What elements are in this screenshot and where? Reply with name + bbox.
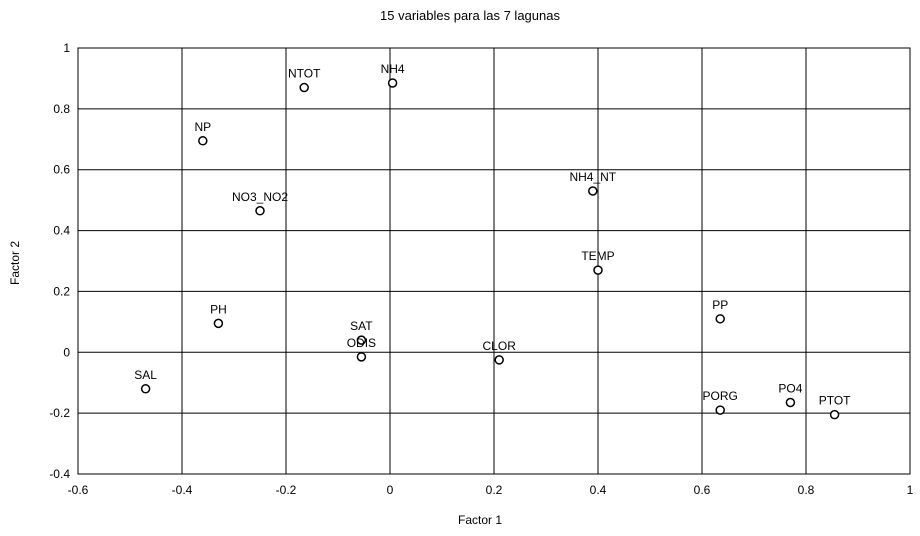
y-tick-label: -0.2 — [49, 406, 70, 420]
data-point-label: PTOT — [819, 394, 851, 408]
y-tick-label: 0.6 — [53, 163, 70, 177]
data-point-label: SAL — [134, 368, 157, 382]
y-axis-label: Factor 2 — [8, 241, 22, 285]
data-point-label: PP — [712, 298, 728, 312]
data-point — [299, 82, 309, 93]
y-tick-label: 1 — [63, 41, 70, 55]
data-point — [494, 355, 504, 365]
data-point-label: ODIS — [347, 336, 376, 350]
data-point — [356, 352, 367, 362]
data-point-label: NH4 — [381, 62, 405, 76]
x-tick-label: -0.2 — [276, 483, 297, 497]
data-point-label: PO4 — [778, 381, 802, 395]
data-point-label: TEMP — [581, 249, 614, 263]
y-tick-label: 0 — [63, 345, 70, 359]
data-point-label: NH4_NT — [569, 170, 616, 184]
x-tick-label: 0.6 — [694, 483, 711, 497]
y-tick-label: 0.8 — [53, 102, 70, 116]
chart-title: 15 variables para las 7 lagunas — [380, 8, 560, 23]
x-tick-label: 0.8 — [798, 483, 815, 497]
data-point — [140, 384, 151, 394]
tick-layer: -0.6 -0.4 -0.2 0 0.2 0.4 0.6 0.8 1 -0.4 -0.2 0 0.2 0.… — [49, 41, 913, 497]
x-tick-label: -0.6 — [68, 483, 89, 497]
data-point-label: NO3_NO2 — [232, 190, 288, 204]
y-tick-label: 0.4 — [53, 224, 70, 238]
data-point — [198, 136, 208, 146]
grid-layer — [77, 47, 911, 475]
data-point-label: CLOR — [483, 339, 517, 353]
data-point — [255, 206, 265, 216]
x-tick-label: -0.4 — [172, 483, 193, 497]
data-point — [588, 186, 598, 196]
data-point — [785, 397, 796, 408]
data-point — [829, 409, 840, 420]
x-axis-label: Factor 1 — [458, 513, 502, 527]
y-tick-label: 0.2 — [53, 284, 70, 298]
data-point — [387, 78, 398, 88]
x-tick-label: 0.2 — [486, 483, 503, 497]
y-tick-label: -0.4 — [49, 467, 70, 481]
data-point — [715, 405, 725, 415]
data-point — [213, 318, 224, 329]
x-tick-label: 0.4 — [590, 483, 607, 497]
point-layer: NTOT NH4 NP NH4_NT NO3_NO2 TEMP PH SAT ODIS PP CLO… — [134, 62, 851, 420]
plot-frame — [77, 47, 911, 475]
data-point-label: NP — [194, 120, 211, 134]
data-point-label: PORG — [703, 389, 738, 403]
data-point — [715, 314, 725, 324]
data-point-label: PH — [210, 302, 227, 316]
x-tick-label: 0 — [387, 483, 394, 497]
x-tick-label: 1 — [907, 483, 914, 497]
data-point — [356, 335, 367, 345]
data-point-label: NTOT — [288, 67, 321, 81]
data-point — [593, 265, 603, 275]
data-point-label: SAT — [350, 319, 373, 333]
